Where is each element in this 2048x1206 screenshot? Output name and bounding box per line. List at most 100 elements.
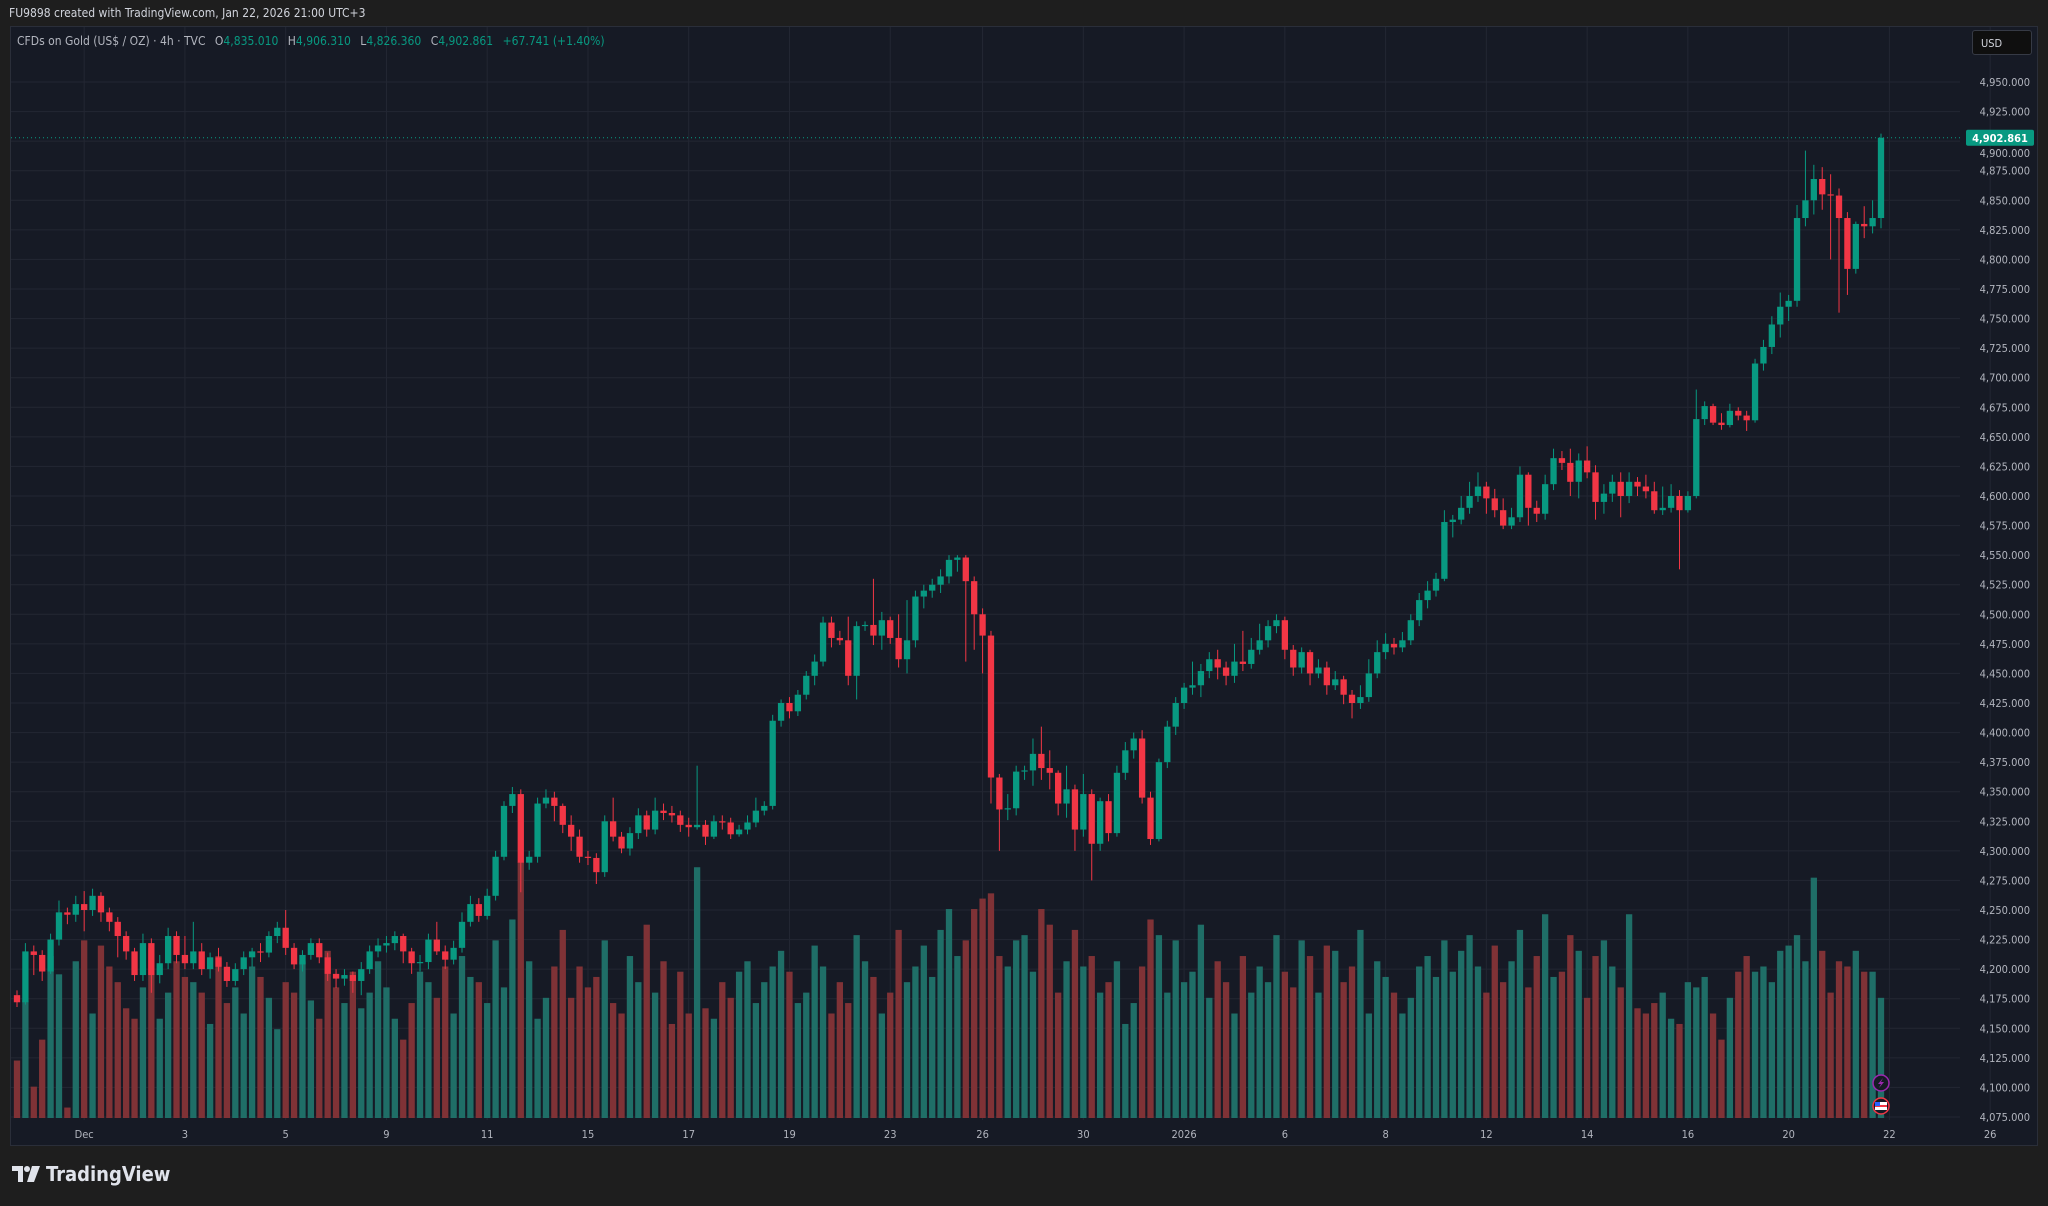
price-tick-label: 4,175.000: [1980, 993, 2030, 1006]
volume-bar: [1743, 956, 1750, 1118]
candle: [1508, 507, 1515, 530]
candle-body: [534, 803, 541, 857]
candle-body: [660, 810, 667, 814]
candle: [1617, 472, 1624, 518]
candle-body: [903, 640, 911, 660]
candle-body: [173, 936, 180, 955]
candle-body: [1348, 694, 1356, 703]
candle: [853, 621, 860, 700]
volume-bar: [1861, 971, 1868, 1118]
price-tick-label: 4,225.000: [1980, 934, 2030, 947]
candle-body: [1046, 768, 1053, 773]
candle-body: [1273, 620, 1280, 627]
candle: [349, 971, 357, 993]
candle-body: [1407, 620, 1414, 641]
candle: [744, 815, 751, 835]
candle: [710, 815, 718, 840]
candle: [962, 555, 969, 662]
volume-bar: [693, 867, 701, 1118]
candle: [1088, 789, 1095, 881]
candle: [1206, 652, 1213, 679]
candle-body: [1122, 750, 1129, 773]
tradingview-logo[interactable]: TradingView: [12, 1162, 170, 1186]
volume-bar: [383, 987, 390, 1118]
candle-body: [1659, 507, 1666, 511]
candle-body: [408, 951, 415, 964]
high-label: H: [287, 34, 296, 48]
volume-bar: [1298, 940, 1305, 1118]
volume-bar: [358, 1008, 365, 1118]
candle: [22, 943, 29, 1005]
volume-bar: [1365, 1013, 1372, 1118]
candle: [601, 815, 608, 877]
price-tick-label: 4,650.000: [1980, 431, 2030, 444]
volume-bar: [475, 982, 482, 1118]
volume-bar: [777, 950, 785, 1118]
price-tick-label: 4,100.000: [1980, 1081, 2030, 1094]
candle: [1180, 682, 1188, 709]
candle: [492, 850, 499, 901]
price-tick-label: 4,125.000: [1980, 1052, 2030, 1065]
candle-body: [1382, 643, 1389, 653]
volume-bar: [173, 961, 180, 1118]
volume-bar: [1541, 914, 1549, 1118]
time-tick-label: 11: [481, 1128, 494, 1141]
volume-bar: [81, 940, 88, 1118]
candle: [181, 936, 189, 970]
price-tick-label: 4,700.000: [1980, 372, 2030, 385]
volume-bar: [568, 997, 575, 1118]
volume-bar: [1055, 992, 1062, 1118]
candle: [1239, 630, 1247, 672]
candle-body: [1676, 496, 1683, 511]
candle: [164, 927, 172, 970]
candle: [1793, 205, 1801, 307]
volume-bar: [97, 945, 105, 1118]
candle-body: [1709, 406, 1717, 423]
volume-bar: [1424, 956, 1431, 1118]
volume-bar: [1793, 935, 1801, 1118]
volume-bar: [39, 1039, 46, 1118]
candle-body: [13, 995, 21, 1003]
price-tick-label: 4,550.000: [1980, 549, 2030, 562]
time-tick-label: 5: [283, 1128, 289, 1141]
candle-body: [1298, 652, 1305, 668]
volume-bar: [1583, 997, 1591, 1118]
candle-body: [1844, 218, 1851, 269]
candle: [777, 699, 785, 727]
candle-body: [1592, 472, 1599, 502]
candle-body: [912, 596, 919, 641]
volume-bar: [727, 997, 734, 1118]
candle: [391, 931, 398, 951]
candle-body: [937, 576, 944, 585]
volume-bar: [1827, 992, 1834, 1118]
candle: [685, 817, 692, 837]
us-flag-icon[interactable]: [1872, 1097, 1890, 1115]
candle-body: [139, 943, 147, 976]
candle-body: [845, 640, 852, 676]
volume-bar: [1709, 1013, 1717, 1118]
volume-bar: [324, 950, 331, 1118]
volume-bar: [232, 987, 239, 1118]
volume-bar: [30, 1086, 37, 1118]
currency-button[interactable]: USD: [1972, 30, 2032, 55]
candle: [1416, 592, 1423, 627]
volume-bar: [1323, 945, 1330, 1118]
candle-body: [1777, 306, 1784, 325]
candle-body: [887, 620, 894, 638]
candle: [1147, 791, 1154, 845]
candle: [786, 697, 793, 719]
volume-bar: [1113, 961, 1121, 1118]
candle-body: [1785, 300, 1792, 307]
volume-bar: [1642, 1013, 1650, 1118]
candle-body: [878, 620, 885, 636]
candle: [97, 892, 105, 922]
candle: [861, 621, 869, 631]
candle-body: [1180, 687, 1188, 703]
volume-bar: [1508, 961, 1515, 1118]
lightning-icon[interactable]: [1872, 1074, 1890, 1092]
candle: [1399, 632, 1406, 653]
candle: [408, 947, 415, 974]
volume-bar: [181, 976, 189, 1118]
candle: [47, 933, 54, 974]
